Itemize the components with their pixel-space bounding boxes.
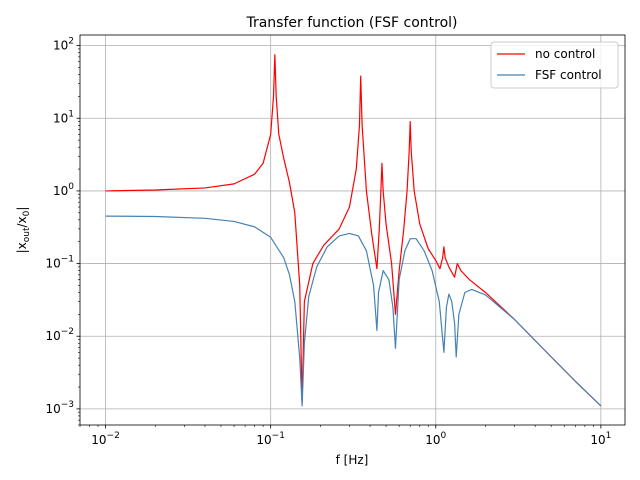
legend-label-no-control: no control — [535, 47, 595, 61]
series-lines — [105, 54, 602, 407]
x-axis-label: f [Hz] — [336, 453, 369, 467]
x-tick-label: 100 — [425, 431, 446, 447]
x-tick-label: 101 — [590, 431, 611, 447]
chart-title: Transfer function (FSF control) — [245, 15, 457, 31]
x-tick-label: 10−1 — [256, 431, 285, 447]
y-axis: 10−3 10−2 10−1 100 101 102 — [45, 37, 80, 426]
y-tick-label: 101 — [53, 109, 74, 125]
x-axis: 10−2 10−1 100 101 — [79, 425, 611, 447]
series-line-no-control — [105, 54, 602, 407]
y-axis-label: |xout/x0| — [15, 207, 32, 254]
axes-frame — [79, 34, 626, 426]
legend-label-fsf-control: FSF control — [535, 68, 602, 82]
y-tick-label: 10−3 — [45, 400, 74, 416]
plot-area — [105, 54, 602, 407]
x-tick-label: 10−2 — [91, 431, 120, 447]
legend: no control FSF control — [490, 41, 619, 89]
y-tick-label: 10−2 — [45, 327, 74, 343]
y-tick-label: 10−1 — [45, 255, 74, 271]
series-line-fsf-control — [105, 215, 602, 407]
y-tick-label: 102 — [53, 37, 74, 53]
y-tick-label: 100 — [53, 182, 74, 198]
